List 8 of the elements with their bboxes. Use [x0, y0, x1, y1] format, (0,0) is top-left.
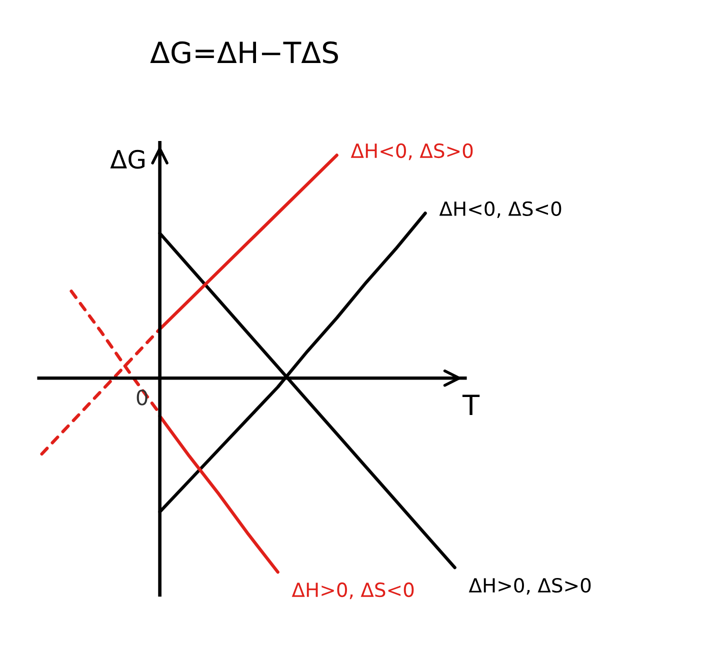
series-label: ΔH<0, ΔS>0	[350, 143, 473, 160]
y-axis-title: ΔG	[110, 150, 144, 169]
series-label: ΔH>0, ΔS>0	[468, 578, 591, 595]
chart-title: ΔG=ΔH−TΔS	[150, 41, 338, 64]
series-label: ΔH<0, ΔS<0	[439, 201, 562, 218]
series-label: ΔH>0, ΔS<0	[292, 582, 414, 600]
annotation: 0	[136, 390, 148, 406]
x-axis-title: T	[462, 394, 480, 415]
